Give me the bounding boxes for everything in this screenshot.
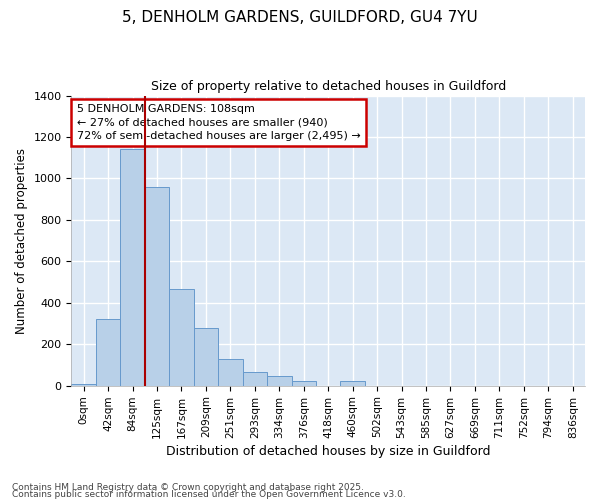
Bar	[194, 328, 218, 386]
Text: Contains public sector information licensed under the Open Government Licence v3: Contains public sector information licen…	[12, 490, 406, 499]
Bar	[121, 150, 145, 386]
X-axis label: Distribution of detached houses by size in Guildford: Distribution of detached houses by size …	[166, 444, 490, 458]
Y-axis label: Number of detached properties: Number of detached properties	[15, 148, 28, 334]
Bar	[71, 384, 96, 386]
Bar	[169, 290, 194, 386]
Bar	[218, 359, 242, 386]
Text: 5 DENHOLM GARDENS: 108sqm
← 27% of detached houses are smaller (940)
72% of semi: 5 DENHOLM GARDENS: 108sqm ← 27% of detac…	[77, 104, 360, 141]
Bar	[340, 381, 365, 386]
Bar	[145, 186, 169, 386]
Text: 5, DENHOLM GARDENS, GUILDFORD, GU4 7YU: 5, DENHOLM GARDENS, GUILDFORD, GU4 7YU	[122, 10, 478, 25]
Bar	[267, 376, 292, 386]
Title: Size of property relative to detached houses in Guildford: Size of property relative to detached ho…	[151, 80, 506, 93]
Bar	[96, 320, 121, 386]
Bar	[242, 372, 267, 386]
Bar	[292, 381, 316, 386]
Text: Contains HM Land Registry data © Crown copyright and database right 2025.: Contains HM Land Registry data © Crown c…	[12, 484, 364, 492]
